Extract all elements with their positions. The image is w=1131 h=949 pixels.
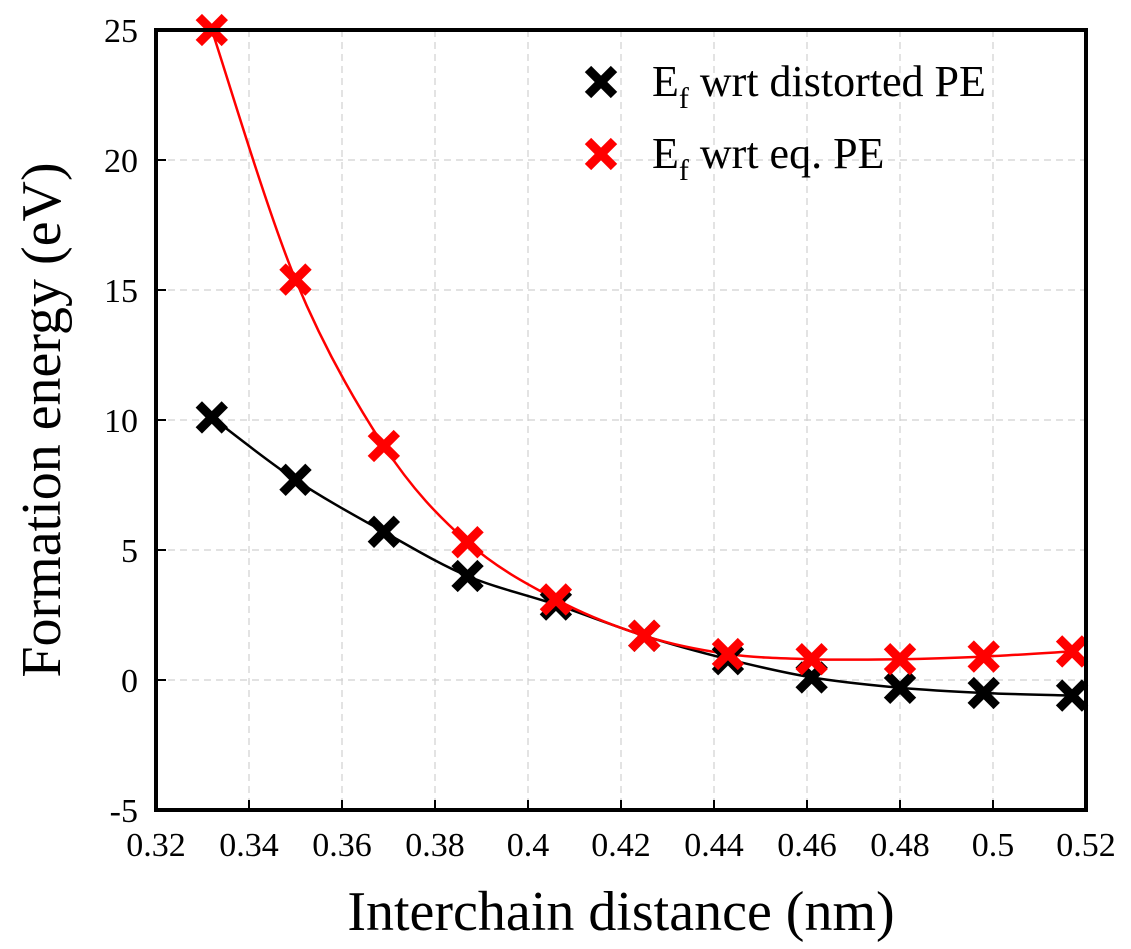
x-tick-label: 0.36 [312, 827, 372, 864]
x-tick-label: 0.5 [972, 827, 1015, 864]
data-point-series-1 [367, 515, 401, 548]
legend-label-rest: wrt eq. PE [689, 129, 885, 178]
x-tick-label: 0.46 [777, 827, 837, 864]
x-tick-label: 0.38 [405, 827, 465, 864]
fit-lines [210, 29, 1073, 697]
data-point-series-1 [1055, 679, 1089, 712]
axis-ticks: 0.32 0.34 0.36 0.38 0.4 0.42 0.44 0.46 0.48 0.5 0.… [104, 13, 1116, 864]
data-point-series-2 [367, 429, 401, 463]
legend-label-main: E [652, 57, 679, 106]
data-point-series-1 [279, 463, 312, 496]
data-point-series-1 [883, 671, 917, 704]
x-axis-title: Interchain distance (nm) [347, 881, 894, 943]
data-points [195, 13, 1089, 712]
y-axis-title: Formation energy (eV) [11, 162, 73, 677]
x-tick-label: 0.48 [870, 827, 930, 864]
data-point-series-2 [539, 583, 573, 616]
grid [156, 30, 1086, 810]
data-point-series-2 [279, 263, 312, 296]
legend-label-rest: wrt distorted PE [689, 57, 986, 106]
x-tick-label: 0.32 [126, 827, 186, 864]
data-point-series-1 [195, 401, 228, 434]
legend-marker-series-1 [584, 65, 618, 99]
data-point-series-1 [451, 559, 484, 593]
data-point-series-2 [451, 526, 484, 559]
y-tick-label: -5 [110, 793, 138, 830]
data-point-series-2 [967, 640, 1000, 673]
data-point-series-2 [795, 643, 828, 676]
y-tick-label: 10 [104, 403, 138, 440]
x-tick-label: 0.34 [219, 827, 279, 864]
y-tick-label: 20 [104, 143, 138, 180]
y-tick-label: 5 [121, 533, 138, 570]
x-tick-label: 0.4 [507, 827, 550, 864]
legend-label-series-1: Ef wrt distorted PE [652, 57, 986, 115]
x-tick-label: 0.42 [591, 827, 651, 864]
fit-line-series-2 [210, 29, 1073, 661]
data-point-series-2 [628, 619, 661, 652]
legend-marker-series-2 [584, 137, 618, 171]
legend-label-subscript: f [679, 82, 689, 115]
y-tick-label: 0 [121, 663, 138, 700]
x-tick-label: 0.52 [1056, 827, 1116, 864]
data-point-series-1 [967, 676, 1000, 710]
legend-label-series-2: Ef wrt eq. PE [652, 129, 884, 187]
legend-label-main: E [652, 129, 679, 178]
y-tick-label: 15 [104, 273, 138, 310]
fit-line-series-1 [211, 416, 1073, 697]
x-tick-label: 0.44 [684, 827, 744, 864]
data-point-series-2 [711, 637, 745, 671]
data-point-series-2 [883, 643, 917, 676]
legend-label-subscript: f [679, 154, 689, 187]
y-tick-label: 25 [104, 13, 138, 50]
data-point-series-2 [1055, 635, 1089, 668]
